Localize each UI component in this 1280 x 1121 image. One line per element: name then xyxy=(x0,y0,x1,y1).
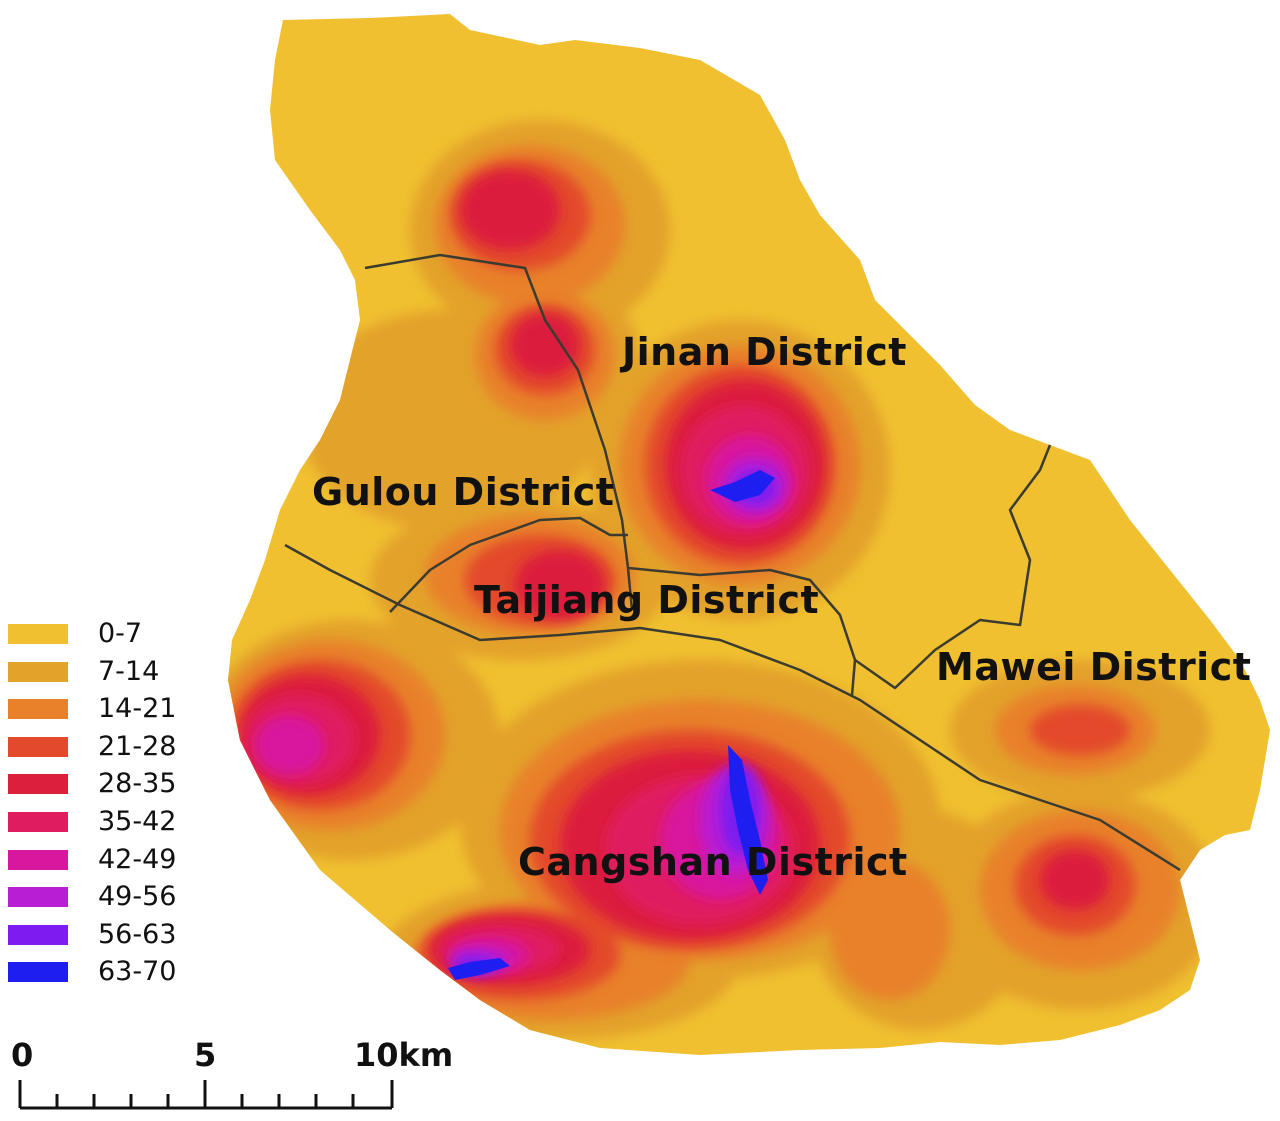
legend-label: 49-56 xyxy=(98,881,177,913)
legend-label: 42-49 xyxy=(98,843,177,875)
scale-label-10km: 10km xyxy=(354,1036,454,1074)
legend-label: 14-21 xyxy=(98,693,177,725)
legend-label: 28-35 xyxy=(98,768,177,800)
legend-swatch xyxy=(8,924,68,945)
legend-swatch xyxy=(8,962,68,983)
scale-label-5: 5 xyxy=(194,1036,217,1074)
legend-label: 56-63 xyxy=(98,918,177,950)
legend-swatch xyxy=(8,887,68,908)
scale-label-0: 0 xyxy=(11,1036,34,1074)
label-jinan-district: Jinan District xyxy=(622,330,907,374)
legend-label: 0-7 xyxy=(98,618,143,649)
legend-label: 7-14 xyxy=(98,655,160,687)
legend-swatch xyxy=(8,774,68,795)
legend-swatch xyxy=(8,661,68,682)
label-gulou-district: Gulou District xyxy=(312,470,615,514)
label-cangshan-district: Cangshan District xyxy=(518,840,908,884)
legend-label: 35-42 xyxy=(98,805,177,837)
legend-swatch xyxy=(8,624,68,644)
density-surface xyxy=(228,120,1220,1040)
river-boundary xyxy=(284,543,1181,872)
scale-bar xyxy=(18,1080,394,1110)
legend-swatch xyxy=(8,811,68,832)
legend-swatch xyxy=(8,736,68,757)
legend-label: 21-28 xyxy=(98,730,177,762)
legend-label: 63-70 xyxy=(98,956,177,988)
legend-swatch xyxy=(8,849,68,870)
district-boundaries xyxy=(284,253,1181,872)
boundary-gulou-taijiang xyxy=(389,516,628,613)
boundary-jinan-mawei xyxy=(854,444,1052,690)
boundary-jinan-gulou xyxy=(364,253,634,611)
label-taijiang-district: Taijiang District xyxy=(474,578,820,622)
legend-swatch xyxy=(8,699,68,720)
label-mawei-district: Mawei District xyxy=(936,645,1252,689)
